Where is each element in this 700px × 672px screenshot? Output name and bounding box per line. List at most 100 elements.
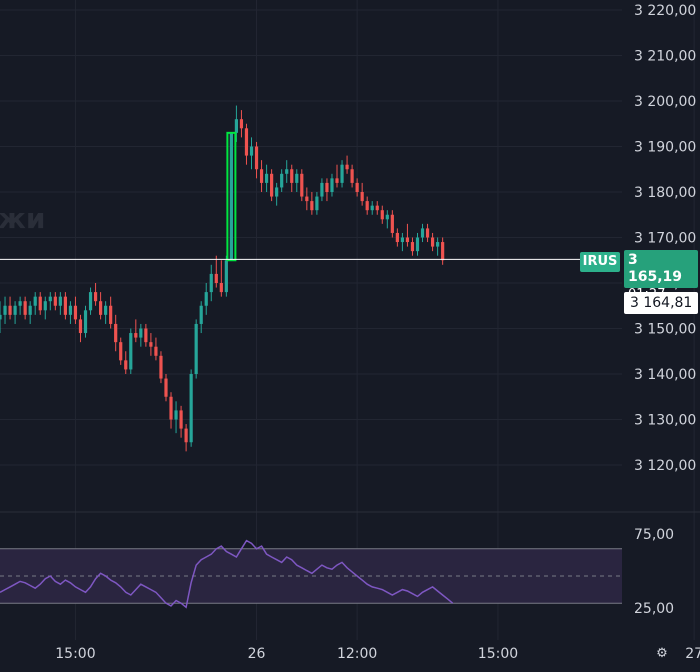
candle-body [264, 173, 269, 183]
time-axis: 15:00 26 12:00 15:00 27 [55, 646, 700, 662]
candle-body [13, 305, 17, 315]
candle-body [58, 296, 62, 306]
candle-body [315, 196, 319, 211]
candle-body [300, 173, 304, 197]
candle-body [119, 342, 123, 361]
candle-body [88, 292, 93, 311]
candle-body [194, 323, 198, 374]
candle-body [204, 292, 208, 306]
candle-body [114, 323, 118, 343]
candle-body [285, 169, 289, 174]
candle-body [154, 346, 158, 356]
price-tick-label: 3 120,00 [634, 458, 696, 474]
candle-body [184, 428, 188, 443]
candle-body [335, 178, 339, 183]
candle-body [360, 192, 364, 202]
candle-body [68, 305, 73, 315]
candle-body [23, 301, 27, 315]
price-tick-label: 3 140,00 [634, 367, 696, 383]
candle-body [18, 301, 22, 306]
price-tick-label: 3 190,00 [634, 140, 696, 156]
rsi-tick-label: 75,00 [634, 527, 674, 543]
candle-body [28, 305, 32, 315]
candle-body [290, 169, 294, 183]
candle-body [38, 296, 42, 311]
candle-body [420, 228, 425, 238]
highlighted-candle [226, 131, 237, 262]
candle-body [104, 305, 108, 315]
candle-body [189, 374, 193, 443]
candle-body [224, 260, 228, 293]
candle-body [209, 273, 213, 293]
candle-body [83, 310, 88, 334]
candle-body [33, 296, 37, 306]
rsi-axis: 75,00 25,00 [634, 527, 674, 617]
candle-body [199, 305, 203, 324]
candle-body [430, 237, 435, 247]
candle-body [254, 146, 259, 170]
candle-body [214, 273, 218, 283]
candle-body [355, 182, 359, 192]
candle-body [134, 333, 138, 338]
grid [0, 0, 695, 640]
watermark: жи [0, 202, 45, 235]
candle-body [270, 173, 274, 197]
candle-body [129, 333, 133, 370]
candle-body [310, 201, 314, 211]
candle-body [275, 187, 279, 197]
candle-body [305, 196, 309, 202]
candle-body [124, 360, 128, 370]
candle-body [249, 146, 254, 156]
prev-price-tag: 3 164,81 [624, 292, 698, 314]
candle-body [149, 342, 153, 347]
candle-body [99, 301, 103, 315]
candle-body [244, 128, 249, 156]
candle-body [8, 305, 12, 315]
price-tick-label: 3 220,00 [634, 3, 696, 19]
candle-body [410, 242, 415, 252]
candle-body [169, 396, 173, 420]
candle-body [0, 314, 2, 320]
time-tick-label: 15:00 [478, 646, 518, 662]
candle-body [229, 132, 233, 261]
candle-body [340, 164, 344, 183]
candle-body [164, 378, 168, 397]
candle-body [325, 182, 329, 192]
candle-body [375, 205, 379, 211]
price-tick-label: 3 150,00 [634, 322, 696, 338]
candle-body [395, 232, 399, 243]
time-tick-label: 26 [248, 646, 266, 662]
price-axis: 3 220,00 3 210,00 3 200,00 3 190,00 3 180,00… [634, 3, 696, 474]
candle-body [144, 328, 148, 343]
time-tick-label: 15:00 [55, 646, 95, 662]
candle-body [78, 319, 83, 334]
candle-body [63, 296, 67, 315]
candle-body [400, 237, 404, 243]
time-tick-label: 12:00 [337, 646, 377, 662]
candle-body [436, 242, 440, 247]
candle-body [390, 214, 394, 233]
candle-body [425, 228, 430, 238]
candle-body [380, 210, 384, 220]
time-tick-label: 27 [685, 646, 700, 662]
rsi-band [0, 548, 622, 604]
settings-icon[interactable]: ⚙ [656, 646, 668, 661]
candle-body [179, 410, 183, 429]
candle-body [43, 301, 47, 311]
current-price-label: 3 165,19 [628, 252, 683, 285]
candle-body [93, 292, 98, 302]
rsi-line [0, 539, 454, 609]
candle-body [295, 173, 299, 183]
candle-body [139, 328, 143, 338]
candle-body [3, 305, 7, 315]
candle-body [53, 296, 57, 306]
candle-body [320, 182, 324, 197]
candle-body [365, 201, 369, 211]
candle-body [385, 214, 389, 220]
candle-body [174, 410, 178, 420]
price-tick-label: 3 180,00 [634, 185, 696, 201]
candle-body [441, 242, 445, 261]
current-price-tag: 3 165,19 01:27 [624, 250, 698, 302]
price-tick-label: 3 210,00 [634, 49, 696, 65]
